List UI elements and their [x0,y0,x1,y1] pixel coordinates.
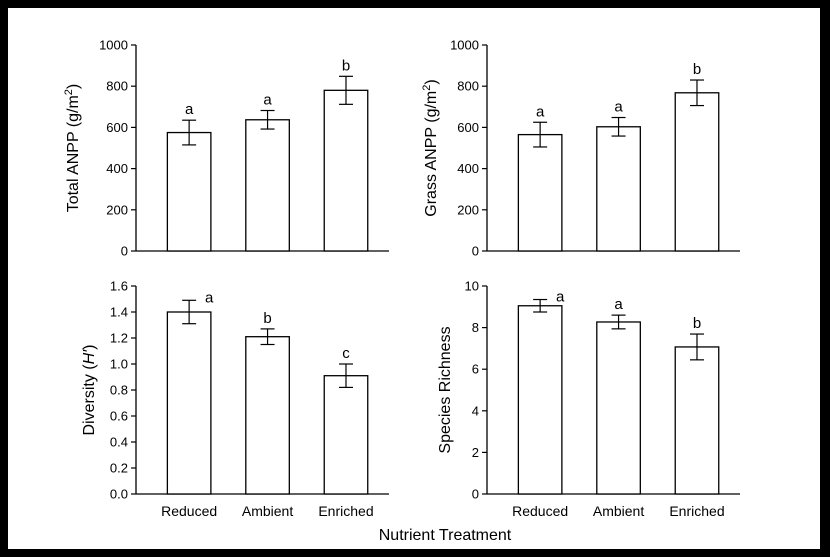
y-axis-label: Total ANPP (g/m2) [63,84,82,213]
y-axis-label: Diversity (H′) [81,345,98,436]
y-tick-label: 0 [472,487,479,502]
y-tick-label: 200 [106,202,128,217]
y-tick-label: 0.8 [110,383,128,398]
category-label: Ambient [242,503,293,519]
significance-letter: b [693,315,701,332]
category-label: Reduced [161,503,217,519]
bar [674,346,720,495]
y-tick-label: 1.2 [110,331,128,346]
panel-grass-anpp: 0 200 400 600 800 1000 a a b Grass ANPP (g/m2) [421,38,740,259]
y-tick-label: 0 [121,244,128,259]
y-tick-label: 0.2 [110,461,128,476]
y-tick-label: 0.4 [110,435,128,450]
y-tick-label: 800 [457,79,479,94]
significance-letter: a [536,103,545,120]
bar [166,131,212,252]
y-tick-label: 600 [106,120,128,135]
y-tick-label: 1000 [450,38,479,53]
y-tick-label: 200 [457,202,479,217]
panel-species-richness: 0 2 4 6 8 10 a Reduced a Ambient b Enriched Species … [437,279,740,519]
figure-canvas: 0 200 400 600 800 1000 a a b Total ANPP (g/m2) 0 2… [63,38,740,544]
bar [245,119,290,252]
y-tick-label: 0.0 [110,487,128,502]
y-tick-label: 1.4 [110,305,128,320]
bar [674,92,720,252]
y-tick-label: 0 [472,244,479,259]
category-label: Reduced [512,503,568,519]
bar [323,89,369,252]
y-tick-label: 6 [472,362,479,377]
y-axis-label: Grass ANPP (g/m2) [421,79,440,216]
y-tick-label: 2 [472,445,479,460]
x-axis-title: Nutrient Treatment [379,527,512,544]
bar [245,336,290,495]
category-label: Enriched [318,503,373,519]
bar [596,321,641,495]
y-tick-label: 800 [106,79,128,94]
panel-diversity: 0.0 0.2 0.4 0.6 0.8 1.0 1.2 1.4 1.6 a Reduced b Ambi… [81,279,389,519]
y-tick-label: 1.0 [110,357,128,372]
significance-letter: c [342,345,350,362]
y-tick-label: 1.6 [110,279,128,294]
significance-letter: a [263,92,272,109]
significance-letter: a [556,289,565,306]
figure-frame: 0 200 400 600 800 1000 a a b Total ANPP (g/m2) 0 2… [8,8,820,549]
y-tick-label: 400 [106,161,128,176]
y-tick-label: 8 [472,320,479,335]
y-tick-label: 400 [457,161,479,176]
bar [323,375,369,495]
y-tick-label: 0.6 [110,409,128,424]
significance-letter: a [185,101,194,118]
y-tick-label: 1000 [99,38,128,53]
y-tick-label: 4 [472,403,479,418]
category-label: Ambient [593,503,644,519]
significance-letter: b [693,61,701,78]
y-axis-label: Species Richness [437,326,454,453]
y-tick-label: 10 [465,279,479,294]
significance-letter: b [263,310,271,327]
significance-letter: a [614,99,623,116]
bar [166,311,212,495]
significance-letter: a [614,296,623,313]
significance-letter: b [342,57,350,74]
panel-total-anpp: 0 200 400 600 800 1000 a a b Total ANPP (g/m2) [63,38,389,259]
bar [517,305,563,495]
significance-letter: a [205,289,214,306]
bar [596,126,641,252]
category-label: Enriched [669,503,724,519]
y-tick-label: 600 [457,120,479,135]
bar [517,133,563,252]
